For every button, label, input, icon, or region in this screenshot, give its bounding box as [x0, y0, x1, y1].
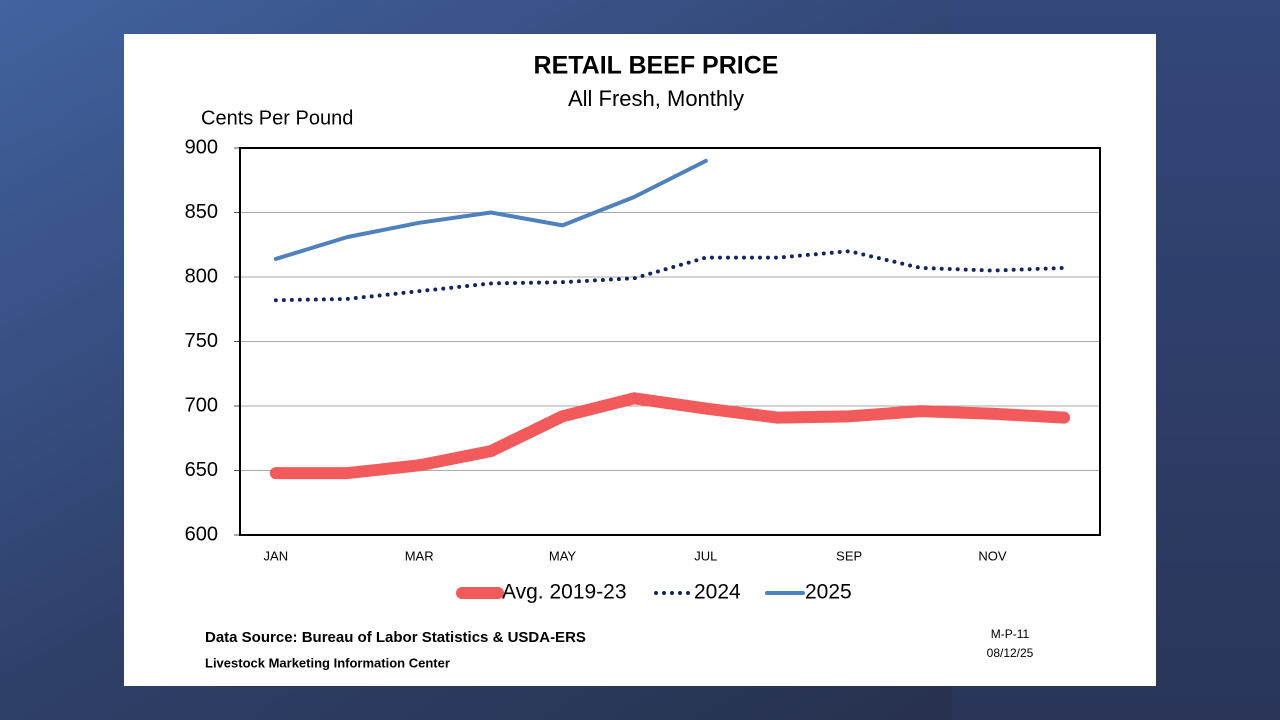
chart-date: 08/12/25 — [987, 646, 1034, 660]
y-tick-label: 850 — [185, 201, 218, 223]
x-tick-label: SEP — [836, 548, 862, 563]
y-tick-label: 900 — [185, 136, 218, 158]
chart-subtitle: All Fresh, Monthly — [568, 86, 744, 111]
legend-label: 2024 — [694, 581, 741, 604]
credit-note: Livestock Marketing Information Center — [205, 655, 450, 670]
x-tick-label: MAY — [549, 548, 577, 563]
x-tick-label: JUL — [694, 548, 717, 563]
x-tick-label: JAN — [264, 548, 289, 563]
y-tick-label: 600 — [185, 523, 218, 545]
legend-label: 2025 — [805, 581, 852, 604]
chart-code: M-P-11 — [991, 627, 1030, 641]
plot: 600 650 700 750 800 850 900 JAN MAR MAY JUL SEP NOV A… — [185, 136, 1101, 604]
data-line — [273, 249, 1067, 303]
data-line — [269, 392, 1071, 480]
chart-title: RETAIL BEEF PRICE — [534, 52, 779, 80]
source-note: Data Source: Bureau of Labor Statistics … — [205, 629, 586, 646]
legend-label: Avg. 2019-23 — [502, 581, 627, 604]
y-tick-label: 700 — [185, 394, 218, 416]
x-tick-label: NOV — [978, 548, 1007, 563]
x-tick-label: MAR — [405, 548, 434, 563]
data-line — [273, 158, 708, 261]
y-axis-label: Cents Per Pound — [201, 107, 353, 129]
plot-border — [239, 147, 1101, 536]
y-tick-label: 650 — [185, 459, 218, 481]
y-tick-label: 800 — [185, 265, 218, 287]
chart-card — [124, 34, 1156, 686]
y-tick-label: 750 — [185, 330, 218, 352]
